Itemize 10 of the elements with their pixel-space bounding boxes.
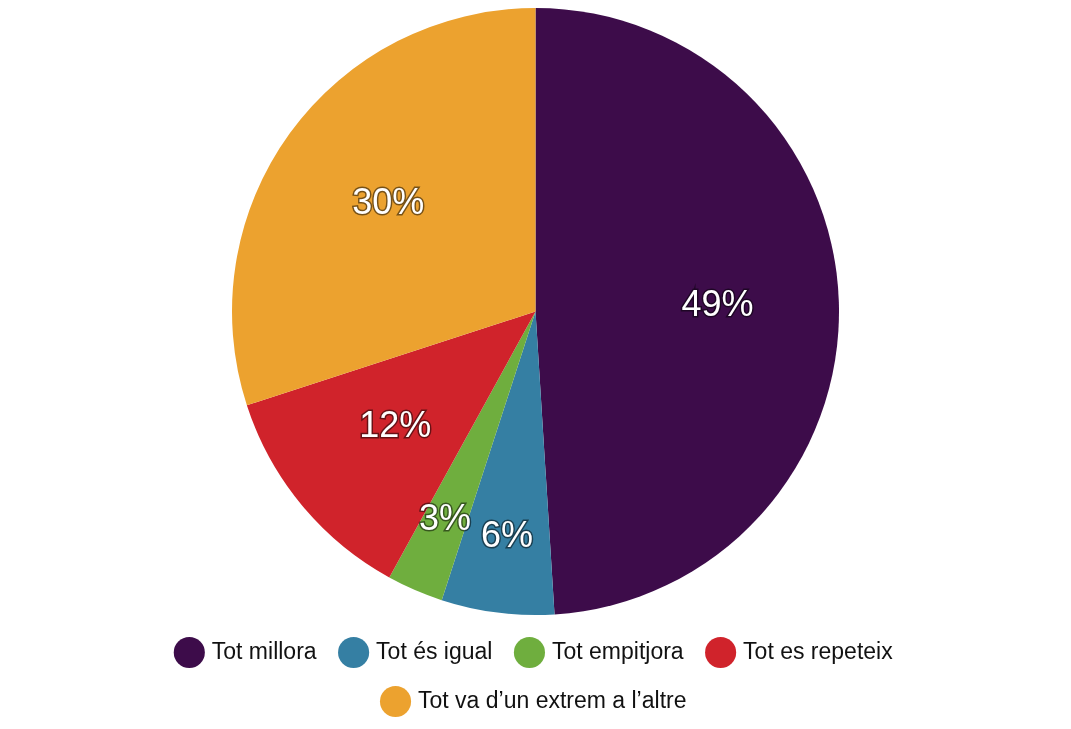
- legend-label: Tot millora: [211, 637, 317, 664]
- legend-label: Tot empitjora: [551, 637, 684, 664]
- data-label: 49%: [681, 282, 754, 324]
- data-label: 3%: [419, 497, 472, 539]
- legend-label: Tot va d’un extrem a l’altre: [418, 686, 687, 713]
- data-label: 12%: [359, 404, 432, 446]
- legend-label: Tot és igual: [376, 637, 493, 664]
- data-label: 30%: [352, 181, 425, 223]
- legend-label: Tot es repeteix: [743, 637, 894, 664]
- data-label: 6%: [480, 514, 533, 556]
